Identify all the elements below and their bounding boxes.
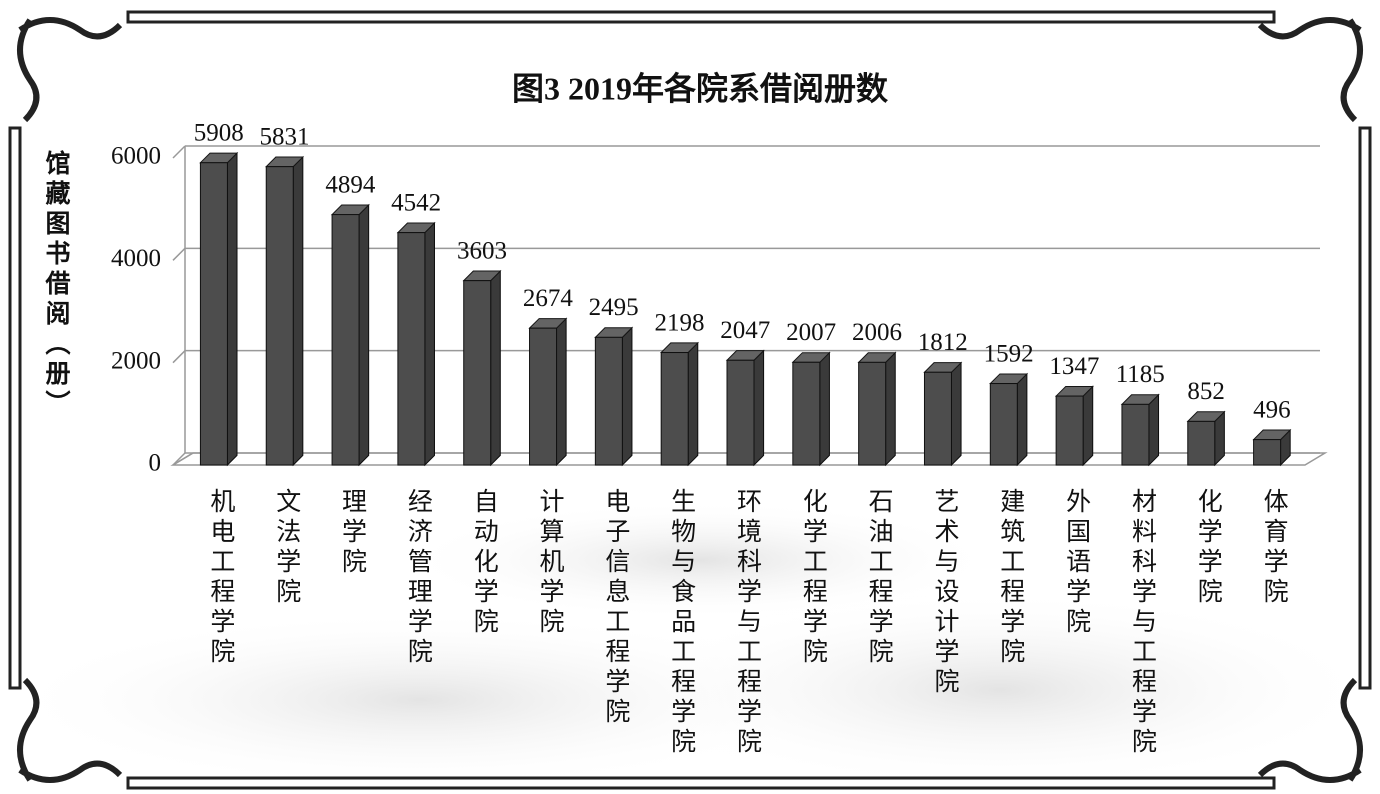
- y-tick-label: 2000: [111, 347, 161, 374]
- bar: [660, 352, 689, 466]
- bar-side: [621, 326, 633, 467]
- bar: [923, 371, 952, 466]
- x-tick-label: 自动化学院: [470, 488, 499, 638]
- y-tick-label: 4000: [111, 245, 161, 272]
- bar-side: [556, 317, 567, 467]
- x-tick-label: 体育学院: [1260, 488, 1289, 608]
- bar-side: [885, 351, 896, 467]
- bar-side: [1082, 385, 1094, 467]
- x-tick-label: 电子信息工程学院: [602, 488, 631, 728]
- x-tick-label: 文法学院: [273, 488, 302, 608]
- bar-side: [490, 269, 501, 467]
- value-label: 2006: [852, 319, 902, 346]
- frame: [8, 10, 1372, 790]
- x-tick-label: 计算机学院: [536, 488, 565, 638]
- bar-side: [292, 155, 304, 467]
- bar: [463, 280, 492, 466]
- y-tick-label: 6000: [111, 143, 161, 170]
- x-tick-label: 生物与食品工程学院: [668, 488, 697, 758]
- grid-line: [172, 452, 186, 466]
- x-tick-label: 理学院: [339, 488, 368, 578]
- bar: [594, 336, 623, 466]
- value-label: 4542: [391, 189, 441, 216]
- value-label: 1347: [1049, 353, 1099, 380]
- axis-line: [172, 452, 194, 466]
- grid-line: [172, 350, 186, 364]
- bar: [1187, 420, 1216, 466]
- bar-side: [1016, 372, 1028, 467]
- value-label: 2007: [786, 319, 836, 346]
- value-label: 1185: [1116, 361, 1165, 388]
- grid-line: [172, 247, 186, 261]
- bar-side: [687, 341, 699, 467]
- value-label: 5831: [260, 123, 310, 150]
- bar: [989, 383, 1018, 466]
- bar-side: [753, 349, 765, 467]
- background-decoration: [0, 500, 1380, 790]
- x-tick-label: 建筑工程学院: [997, 488, 1026, 668]
- bar-side: [950, 361, 962, 467]
- value-label: 496: [1253, 396, 1291, 423]
- bar-side: [358, 203, 370, 467]
- value-label: 2047: [720, 317, 770, 344]
- x-tick-label: 化学学院: [1194, 488, 1223, 608]
- y-tick-label: 0: [149, 450, 162, 477]
- x-tick-label: 石油工程学院: [865, 488, 894, 668]
- bar: [1121, 403, 1150, 466]
- x-tick-label: 化学工程学院: [799, 488, 828, 668]
- value-label: 5908: [194, 119, 244, 146]
- bar: [792, 361, 821, 466]
- y-axis-title: 馆藏图书借阅（册）: [42, 149, 72, 420]
- value-label: 3603: [457, 237, 507, 264]
- bar-side: [226, 151, 238, 467]
- value-label: 1812: [918, 329, 968, 356]
- x-tick-label: 经济管理学院: [404, 488, 433, 668]
- bar-side: [1148, 393, 1160, 467]
- bar: [1253, 439, 1282, 466]
- bar: [726, 359, 755, 466]
- value-label: 2198: [654, 309, 704, 336]
- value-label: 4894: [325, 171, 376, 198]
- grid-line: [172, 145, 186, 159]
- bar-side: [424, 221, 435, 467]
- x-tick-label: 环境科学与工程学院: [734, 488, 763, 758]
- x-tick-label: 艺术与设计学院: [931, 488, 960, 698]
- bar: [265, 166, 294, 466]
- bar: [858, 361, 887, 466]
- chart-title: 图3 2019年各院系借阅册数: [512, 70, 889, 106]
- value-label: 852: [1187, 378, 1225, 405]
- bar: [397, 232, 426, 466]
- bar-side: [819, 351, 830, 467]
- value-label: 2674: [523, 285, 574, 312]
- bar: [529, 327, 558, 466]
- value-label: 2495: [589, 294, 639, 321]
- bar: [331, 214, 360, 466]
- value-label: 1592: [984, 340, 1034, 367]
- bar: [199, 162, 228, 466]
- bar: [1055, 395, 1084, 466]
- x-tick-label: 材料科学与工程学院: [1128, 488, 1157, 758]
- x-tick-label: 外国语学院: [1063, 488, 1092, 638]
- x-tick-label: 机电工程学院: [207, 488, 236, 668]
